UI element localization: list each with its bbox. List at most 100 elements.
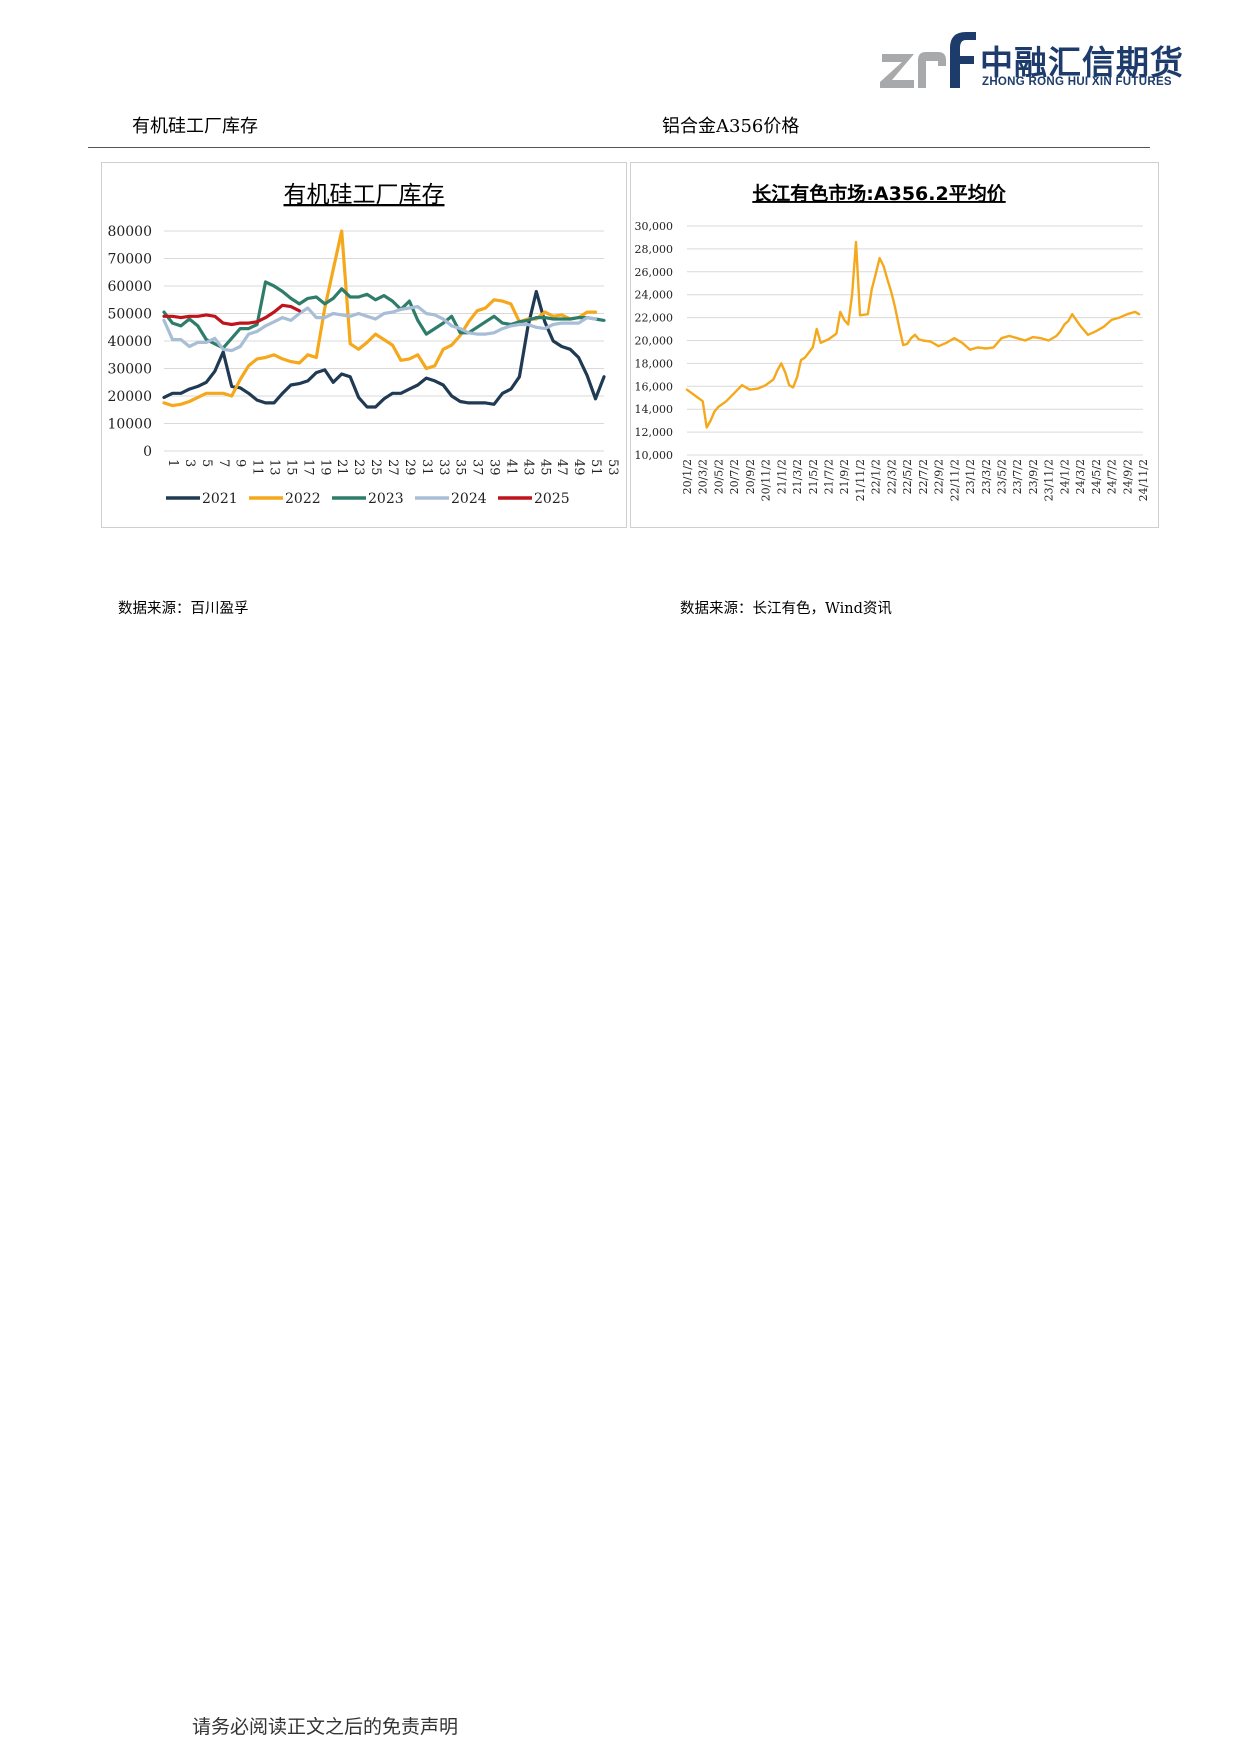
x-tick-label: 22/9/2 [933, 459, 946, 494]
x-tick-label: 24/5/2 [1090, 459, 1103, 494]
x-tick-label: 9 [233, 459, 248, 467]
x-tick-label: 21 [334, 459, 349, 476]
legend-label-2024: 2024 [451, 491, 487, 507]
x-tick-label: 23/3/2 [980, 459, 993, 494]
y-tick-label: 26,000 [635, 266, 674, 279]
right-section-title: 铝合金A356价格 [662, 116, 800, 137]
x-tick-label: 20/9/2 [744, 459, 757, 494]
x-tick-label: 20/3/2 [697, 459, 710, 494]
right-data-source: 数据来源：长江有色，Wind资讯 [680, 601, 892, 617]
x-tick-label: 17 [300, 459, 315, 476]
x-tick-label: 21/9/2 [838, 459, 851, 494]
x-tick-label: 1 [165, 459, 180, 467]
x-tick-label: 5 [199, 459, 214, 467]
x-tick-label: 20/1/2 [681, 459, 694, 494]
x-tick-label: 21/3/2 [791, 459, 804, 494]
x-tick-label: 22/11/2 [948, 459, 961, 501]
x-tick-label: 13 [267, 459, 282, 476]
x-tick-label: 41 [503, 459, 518, 476]
x-tick-label: 31 [419, 459, 434, 476]
left-chart-panel: 有机硅工厂库存 80000 70000 60000 50000 40000 30000 20… [101, 162, 627, 528]
silicone-inventory-chart: 有机硅工厂库存 80000 70000 60000 50000 40000 30000 20… [107, 182, 620, 507]
y-tick-label: 30000 [107, 362, 152, 378]
chart-title: 有机硅工厂库存 [284, 182, 445, 208]
x-tick-label: 22/5/2 [901, 459, 914, 494]
x-tick-label: 19 [317, 459, 332, 476]
y-tick-label: 10000 [107, 417, 152, 433]
legend-label-2025: 2025 [534, 491, 570, 507]
x-tick-label: 23/9/2 [1027, 459, 1040, 494]
x-tick-label: 49 [571, 459, 586, 476]
x-tick-label: 21/11/2 [854, 459, 867, 501]
x-tick-label: 47 [554, 459, 569, 476]
x-tick-label: 24/3/2 [1074, 459, 1087, 494]
x-tick-label: 21/1/2 [775, 459, 788, 494]
y-tick-label: 20000 [107, 389, 152, 405]
x-tick-label: 29 [402, 459, 417, 476]
x-tick-label: 24/1/2 [1058, 459, 1071, 494]
x-tick-label: 22/7/2 [917, 459, 930, 494]
x-tick-label: 20/5/2 [712, 459, 725, 494]
y-tick-label: 24,000 [635, 289, 674, 302]
x-tick-label: 23/5/2 [995, 459, 1008, 494]
left-data-source: 数据来源：百川盈孚 [118, 601, 249, 617]
brand-logo: 中融汇信期货 ZHONG RONG HUI XIN FUTURES [880, 30, 1183, 94]
x-tick-label: 25 [368, 459, 383, 476]
x-tick-label: 21/7/2 [823, 459, 836, 494]
series-line-2024 [162, 305, 598, 353]
x-tick-label: 11 [250, 459, 265, 476]
x-tick-label: 20/11/2 [760, 459, 773, 501]
legend-label-2023: 2023 [368, 491, 404, 507]
x-tick-label: 35 [453, 459, 468, 476]
y-tick-label: 70000 [107, 252, 152, 268]
y-tick-label: 12,000 [635, 426, 674, 439]
a356-price-chart: 长江有色市场:A356.2平均价 30,000 28,000 26,000 24,00… [635, 182, 1151, 501]
disclaimer-footer: 请务必阅读正文之后的免责声明 [192, 1716, 459, 1738]
y-tick-label: 60000 [107, 279, 152, 295]
x-tick-label: 24/9/2 [1121, 459, 1134, 494]
x-tick-label: 53 [605, 459, 620, 476]
x-tick-label: 22/3/2 [885, 459, 898, 494]
x-tick-label: 3 [182, 459, 197, 467]
x-tick-label: 33 [436, 459, 451, 476]
header-divider [88, 147, 1150, 148]
series-line-a356 [685, 240, 1141, 429]
x-tick-label: 51 [588, 459, 603, 476]
y-tick-label: 14,000 [635, 403, 674, 416]
series-line-2023 [162, 280, 606, 350]
brand-name-cn: 中融汇信期货 [980, 43, 1184, 82]
x-tick-label: 22/1/2 [870, 459, 883, 494]
y-tick-label: 80000 [107, 224, 152, 240]
y-tick-label: 10,000 [635, 449, 674, 462]
brand-logo-mark [880, 32, 976, 88]
x-tick-label: 7 [216, 459, 231, 467]
y-tick-label: 30,000 [635, 220, 674, 233]
y-tick-label: 18,000 [635, 357, 674, 370]
y-tick-label: 0 [143, 444, 152, 460]
x-tick-label: 27 [385, 459, 400, 476]
x-tick-label: 45 [537, 459, 552, 476]
brand-name-en: ZHONG RONG HUI XIN FUTURES [982, 76, 1172, 88]
x-tick-label: 21/5/2 [807, 459, 820, 494]
x-tick-label: 23/7/2 [1011, 459, 1024, 494]
left-section-title: 有机硅工厂库存 [132, 116, 258, 137]
chart-title: 长江有色市场:A356.2平均价 [752, 182, 1006, 205]
x-tick-label: 39 [487, 459, 502, 476]
x-tick-label: 20/7/2 [728, 459, 741, 494]
x-tick-label: 37 [470, 459, 485, 476]
y-tick-label: 40000 [107, 334, 152, 350]
x-tick-label: 43 [520, 459, 535, 476]
y-tick-label: 28,000 [635, 243, 674, 256]
x-tick-label: 24/11/2 [1137, 459, 1150, 501]
y-tick-label: 20,000 [635, 335, 674, 348]
x-tick-label: 23/11/2 [1043, 459, 1056, 501]
series-line-2025 [162, 303, 301, 327]
x-tick-label: 15 [283, 459, 298, 476]
y-tick-label: 22,000 [635, 312, 674, 325]
right-chart-panel: 长江有色市场:A356.2平均价 30,000 28,000 26,000 24,00… [630, 162, 1159, 528]
x-tick-label: 23 [351, 459, 366, 476]
legend-label-2021: 2021 [202, 491, 238, 507]
y-tick-label: 50000 [107, 307, 152, 323]
x-tick-label: 24/7/2 [1106, 459, 1119, 494]
legend-label-2022: 2022 [285, 491, 321, 507]
